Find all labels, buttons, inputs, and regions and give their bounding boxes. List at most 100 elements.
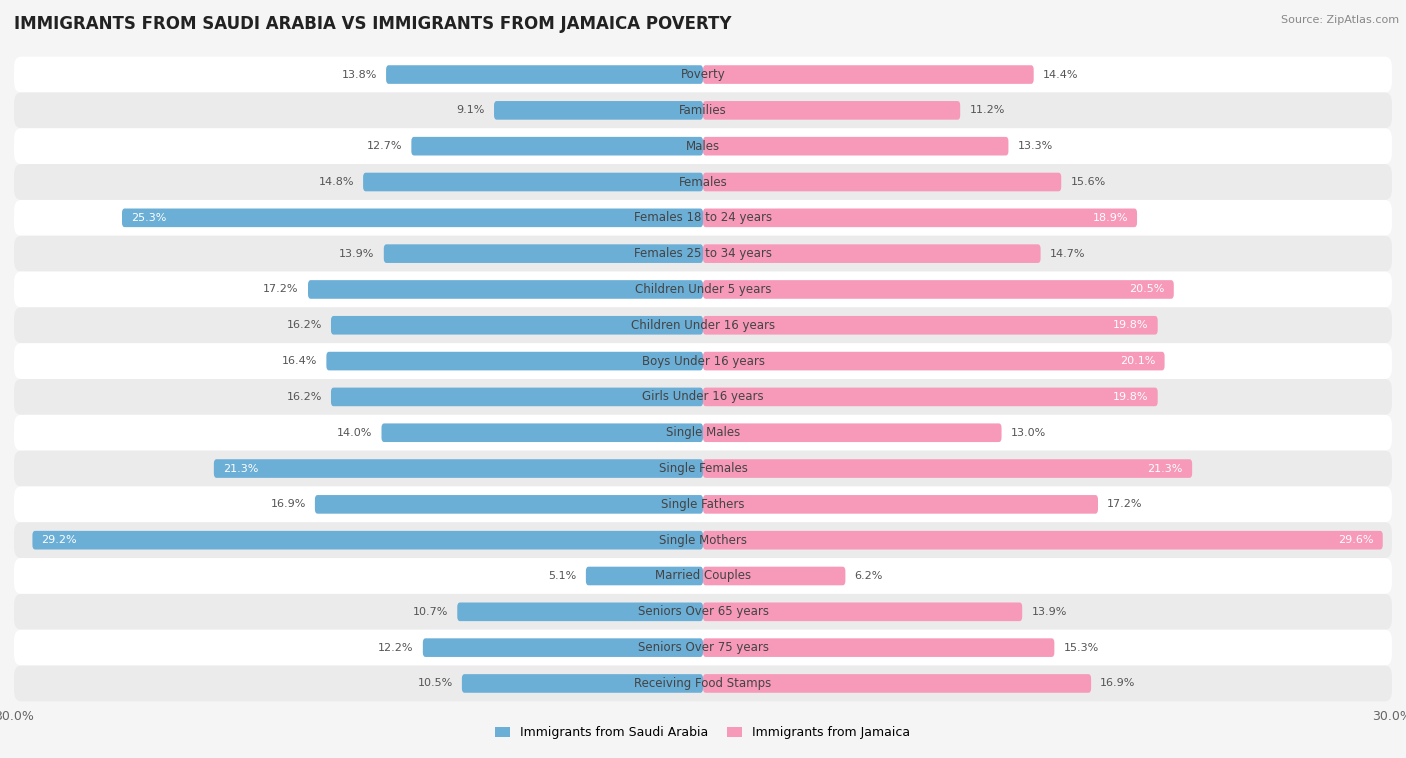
FancyBboxPatch shape — [14, 415, 1392, 451]
FancyBboxPatch shape — [457, 603, 703, 621]
Text: 20.1%: 20.1% — [1121, 356, 1156, 366]
FancyBboxPatch shape — [703, 208, 1137, 227]
Text: Single Females: Single Females — [658, 462, 748, 475]
Text: 11.2%: 11.2% — [969, 105, 1005, 115]
FancyBboxPatch shape — [494, 101, 703, 120]
FancyBboxPatch shape — [14, 200, 1392, 236]
FancyBboxPatch shape — [381, 424, 703, 442]
Text: 16.9%: 16.9% — [270, 500, 305, 509]
Text: Families: Families — [679, 104, 727, 117]
Text: 9.1%: 9.1% — [457, 105, 485, 115]
FancyBboxPatch shape — [703, 459, 1192, 478]
FancyBboxPatch shape — [14, 92, 1392, 128]
Text: 13.0%: 13.0% — [1011, 428, 1046, 437]
Text: 12.7%: 12.7% — [367, 141, 402, 151]
Text: Girls Under 16 years: Girls Under 16 years — [643, 390, 763, 403]
Text: 12.2%: 12.2% — [378, 643, 413, 653]
Text: Children Under 16 years: Children Under 16 years — [631, 319, 775, 332]
FancyBboxPatch shape — [461, 674, 703, 693]
FancyBboxPatch shape — [423, 638, 703, 657]
Text: 16.2%: 16.2% — [287, 321, 322, 330]
Text: 13.3%: 13.3% — [1018, 141, 1053, 151]
FancyBboxPatch shape — [384, 244, 703, 263]
FancyBboxPatch shape — [703, 101, 960, 120]
Text: 29.2%: 29.2% — [42, 535, 77, 545]
FancyBboxPatch shape — [32, 531, 703, 550]
FancyBboxPatch shape — [703, 65, 1033, 84]
FancyBboxPatch shape — [703, 495, 1098, 514]
FancyBboxPatch shape — [703, 674, 1091, 693]
FancyBboxPatch shape — [330, 387, 703, 406]
Text: 18.9%: 18.9% — [1092, 213, 1128, 223]
FancyBboxPatch shape — [315, 495, 703, 514]
Text: 16.2%: 16.2% — [287, 392, 322, 402]
Text: Married Couples: Married Couples — [655, 569, 751, 582]
Text: 14.4%: 14.4% — [1043, 70, 1078, 80]
FancyBboxPatch shape — [14, 558, 1392, 594]
FancyBboxPatch shape — [14, 379, 1392, 415]
Text: 14.0%: 14.0% — [337, 428, 373, 437]
FancyBboxPatch shape — [214, 459, 703, 478]
FancyBboxPatch shape — [586, 567, 703, 585]
FancyBboxPatch shape — [14, 164, 1392, 200]
Text: IMMIGRANTS FROM SAUDI ARABIA VS IMMIGRANTS FROM JAMAICA POVERTY: IMMIGRANTS FROM SAUDI ARABIA VS IMMIGRAN… — [14, 15, 731, 33]
Text: 20.5%: 20.5% — [1129, 284, 1164, 294]
Text: Females 18 to 24 years: Females 18 to 24 years — [634, 211, 772, 224]
Legend: Immigrants from Saudi Arabia, Immigrants from Jamaica: Immigrants from Saudi Arabia, Immigrants… — [491, 722, 915, 744]
Text: Females 25 to 34 years: Females 25 to 34 years — [634, 247, 772, 260]
FancyBboxPatch shape — [412, 137, 703, 155]
Text: 19.8%: 19.8% — [1114, 392, 1149, 402]
Text: Poverty: Poverty — [681, 68, 725, 81]
Text: 19.8%: 19.8% — [1114, 321, 1149, 330]
Text: 29.6%: 29.6% — [1339, 535, 1374, 545]
Text: 16.9%: 16.9% — [1101, 678, 1136, 688]
FancyBboxPatch shape — [387, 65, 703, 84]
FancyBboxPatch shape — [14, 57, 1392, 92]
Text: 6.2%: 6.2% — [855, 571, 883, 581]
FancyBboxPatch shape — [308, 280, 703, 299]
Text: 14.8%: 14.8% — [318, 177, 354, 187]
Text: Males: Males — [686, 139, 720, 152]
Text: 17.2%: 17.2% — [1107, 500, 1143, 509]
FancyBboxPatch shape — [703, 316, 1157, 334]
FancyBboxPatch shape — [703, 567, 845, 585]
Text: 17.2%: 17.2% — [263, 284, 299, 294]
Text: 5.1%: 5.1% — [548, 571, 576, 581]
Text: Single Mothers: Single Mothers — [659, 534, 747, 547]
FancyBboxPatch shape — [703, 352, 1164, 371]
Text: Females: Females — [679, 176, 727, 189]
Text: 10.5%: 10.5% — [418, 678, 453, 688]
FancyBboxPatch shape — [703, 173, 1062, 191]
FancyBboxPatch shape — [703, 531, 1382, 550]
FancyBboxPatch shape — [703, 387, 1157, 406]
FancyBboxPatch shape — [14, 594, 1392, 630]
Text: 13.9%: 13.9% — [339, 249, 374, 258]
Text: Source: ZipAtlas.com: Source: ZipAtlas.com — [1281, 15, 1399, 25]
FancyBboxPatch shape — [14, 666, 1392, 701]
Text: Receiving Food Stamps: Receiving Food Stamps — [634, 677, 772, 690]
FancyBboxPatch shape — [330, 316, 703, 334]
FancyBboxPatch shape — [703, 638, 1054, 657]
FancyBboxPatch shape — [14, 128, 1392, 164]
Text: 25.3%: 25.3% — [131, 213, 166, 223]
Text: 21.3%: 21.3% — [1147, 464, 1182, 474]
FancyBboxPatch shape — [703, 603, 1022, 621]
FancyBboxPatch shape — [14, 630, 1392, 666]
FancyBboxPatch shape — [14, 343, 1392, 379]
Text: 15.6%: 15.6% — [1070, 177, 1105, 187]
FancyBboxPatch shape — [703, 137, 1008, 155]
Text: Seniors Over 65 years: Seniors Over 65 years — [637, 606, 769, 619]
FancyBboxPatch shape — [363, 173, 703, 191]
FancyBboxPatch shape — [14, 236, 1392, 271]
Text: Children Under 5 years: Children Under 5 years — [634, 283, 772, 296]
FancyBboxPatch shape — [14, 522, 1392, 558]
Text: 10.7%: 10.7% — [413, 607, 449, 617]
Text: Single Males: Single Males — [666, 426, 740, 439]
Text: Seniors Over 75 years: Seniors Over 75 years — [637, 641, 769, 654]
Text: 15.3%: 15.3% — [1063, 643, 1099, 653]
FancyBboxPatch shape — [703, 280, 1174, 299]
FancyBboxPatch shape — [122, 208, 703, 227]
Text: 13.8%: 13.8% — [342, 70, 377, 80]
FancyBboxPatch shape — [14, 307, 1392, 343]
Text: 16.4%: 16.4% — [281, 356, 318, 366]
